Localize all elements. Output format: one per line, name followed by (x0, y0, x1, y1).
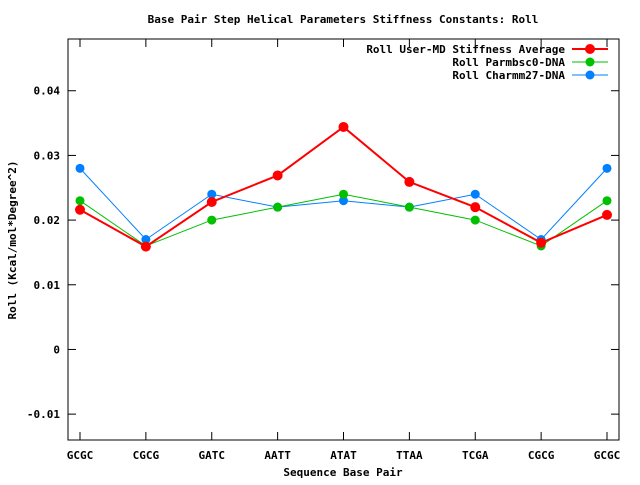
data-point (404, 176, 415, 187)
data-point (602, 209, 612, 220)
data-point (338, 121, 349, 132)
y-tick-label: -0.01 (27, 408, 60, 421)
legend-label: Roll User-MD Stiffness Average (366, 43, 565, 56)
y-tick-label: 0.01 (34, 279, 61, 292)
chart-title: Base Pair Step Helical Parameters Stiffn… (148, 13, 539, 26)
x-tick-label: CGCG (133, 449, 160, 462)
data-point (272, 170, 283, 181)
series-0 (75, 121, 612, 252)
series-layer (75, 121, 612, 252)
x-tick-label: TCGA (462, 449, 489, 462)
y-tick-label: 0.03 (34, 149, 61, 162)
data-point (602, 196, 612, 206)
data-point (339, 196, 348, 206)
legend-swatch-marker (585, 44, 595, 54)
x-tick-label: GCGC (67, 449, 94, 462)
y-tick-label: 0.02 (34, 214, 61, 227)
x-tick-label: GCGC (594, 449, 621, 462)
y-tick-label: 0 (53, 343, 60, 356)
x-tick-label: AATT (264, 449, 291, 462)
data-point (75, 196, 85, 206)
data-point (470, 215, 480, 225)
data-point (273, 202, 283, 212)
x-tick-label: ATAT (330, 449, 357, 462)
data-point (207, 189, 217, 199)
legend-swatch-marker (585, 70, 595, 80)
data-point (470, 202, 481, 213)
data-point (141, 235, 151, 244)
legend-swatch-marker (585, 57, 595, 67)
x-axis: GCGC CGCG GATC AATT ATAT TTAA TCGA CGCG GCGC (67, 39, 621, 462)
x-tick-label: CGCG (528, 449, 555, 462)
series-2 (75, 163, 612, 244)
data-point (602, 163, 612, 173)
series-line (79, 125, 608, 248)
y-axis: -0.01 0 0.01 0.02 0.03 0.04 (27, 85, 619, 421)
legend-label: Roll Parmbsc0-DNA (452, 56, 565, 69)
data-point (536, 237, 547, 248)
data-point (140, 241, 151, 252)
x-axis-label: Sequence Base Pair (283, 466, 403, 479)
data-point (339, 189, 348, 199)
legend-label: Roll Charmm27-DNA (452, 69, 565, 82)
data-point (75, 163, 85, 173)
x-tick-label: TTAA (396, 449, 423, 462)
y-tick-label: 0.04 (34, 85, 61, 98)
data-point (207, 215, 217, 225)
x-tick-label: GATC (199, 449, 226, 462)
data-point (404, 202, 414, 212)
data-point (470, 189, 480, 199)
data-point (75, 204, 85, 215)
y-axis-label: Roll (Kcal/mol*Degree^2) (6, 161, 19, 320)
data-point (206, 196, 217, 207)
